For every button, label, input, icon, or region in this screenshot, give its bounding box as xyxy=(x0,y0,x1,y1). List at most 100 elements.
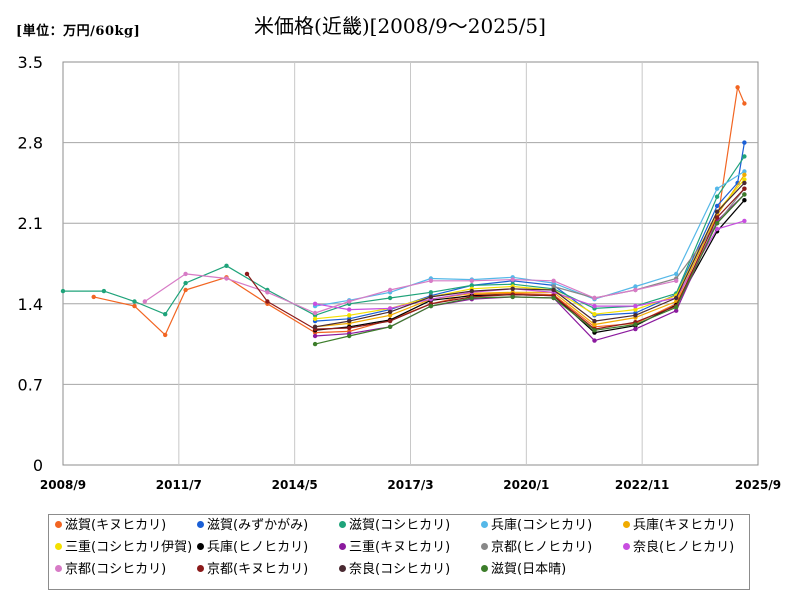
series-line xyxy=(246,188,745,330)
legend-item: 滋賀(みずかがみ) xyxy=(197,518,308,534)
data-point xyxy=(714,203,720,209)
data-point xyxy=(742,186,747,191)
data-point xyxy=(469,278,474,283)
data-point xyxy=(265,290,270,295)
data-point xyxy=(592,322,597,327)
data-point xyxy=(265,299,270,304)
data-point xyxy=(510,294,515,300)
data-point xyxy=(714,215,720,220)
data-point xyxy=(674,308,679,313)
series-line xyxy=(553,188,745,299)
y-tick-label: 2.8 xyxy=(18,134,43,153)
data-point xyxy=(742,169,747,174)
legend-marker xyxy=(623,543,630,550)
data-point xyxy=(312,316,318,321)
data-point xyxy=(592,312,597,317)
data-point xyxy=(714,186,720,191)
data-point xyxy=(163,332,168,338)
data-point xyxy=(91,294,96,300)
data-point xyxy=(742,192,747,197)
data-point xyxy=(633,307,638,312)
data-point xyxy=(312,333,318,339)
data-point xyxy=(674,305,679,310)
legend-marker xyxy=(55,543,62,550)
data-point xyxy=(742,180,747,186)
legend-item: 京都(ヒノヒカリ) xyxy=(481,540,592,556)
data-point xyxy=(633,287,638,293)
legend-item: 奈良(コシヒカリ) xyxy=(339,562,450,578)
x-tick-label: 2011/7 xyxy=(156,478,202,492)
x-tick-label: 2025/9 xyxy=(735,478,781,492)
data-point xyxy=(551,284,556,289)
data-point xyxy=(742,218,747,224)
data-point xyxy=(101,288,107,294)
legend-item: 滋賀(日本晴) xyxy=(481,562,566,578)
legend-item: 兵庫(コシヒカリ) xyxy=(481,518,592,534)
data-point xyxy=(714,209,720,214)
data-point xyxy=(387,287,393,293)
legend-label: 京都(キヌヒカリ) xyxy=(207,562,309,577)
unit-label: [単位：万円/60kg] xyxy=(16,24,141,39)
data-point xyxy=(633,303,638,309)
x-axis-ticks: 2008/9 2011/7 2014/5 2017/3 2020/1 2022/11 202… xyxy=(40,478,781,492)
data-point xyxy=(183,280,188,286)
data-point xyxy=(592,295,597,301)
legend-label: 兵庫(コシヒカリ) xyxy=(491,518,593,533)
legend-marker xyxy=(339,521,346,528)
legend-marker xyxy=(481,565,488,572)
data-point xyxy=(633,284,638,289)
legend-item: 三重(コシヒカリ伊賀) xyxy=(55,540,192,556)
legend-label: 滋賀(日本晴) xyxy=(491,562,567,577)
data-point xyxy=(183,271,188,277)
data-point xyxy=(592,303,597,309)
legend-label: 三重(コシヒカリ伊賀) xyxy=(65,540,193,555)
legend-label: 滋賀(キヌヒカリ) xyxy=(65,518,167,533)
legend-marker xyxy=(197,521,204,528)
data-point xyxy=(224,276,229,281)
legend-item: 京都(キヌヒカリ) xyxy=(197,562,308,578)
y-tick-label: 0.7 xyxy=(18,375,43,394)
legend-label: 三重(キヌヒカリ) xyxy=(349,540,451,555)
legend-marker xyxy=(55,521,62,528)
data-point xyxy=(742,198,747,203)
legend-marker xyxy=(197,565,204,572)
data-point xyxy=(633,322,638,327)
data-point xyxy=(551,295,556,301)
data-point xyxy=(387,313,393,318)
data-point xyxy=(347,333,352,339)
data-point xyxy=(163,312,168,317)
data-point xyxy=(742,101,747,106)
data-point xyxy=(674,278,679,283)
legend-item: 兵庫(キヌヒカリ) xyxy=(623,518,734,534)
y-tick-label: 0 xyxy=(33,456,43,475)
series-14 xyxy=(312,192,747,347)
data-point xyxy=(60,288,66,294)
data-point xyxy=(592,318,597,324)
data-point xyxy=(714,226,720,232)
legend-marker xyxy=(339,543,346,550)
data-point xyxy=(183,287,188,293)
data-point xyxy=(132,299,137,304)
series-line xyxy=(144,273,677,314)
data-point xyxy=(347,325,352,331)
x-tick-label: 2020/1 xyxy=(503,478,549,492)
data-point xyxy=(633,313,638,318)
data-point xyxy=(387,324,393,329)
legend-label: 奈良(コシヒカリ) xyxy=(349,562,451,577)
data-point xyxy=(428,278,434,283)
data-point xyxy=(592,328,597,333)
data-point xyxy=(714,221,720,226)
legend-item: 奈良(ヒノヒカリ) xyxy=(623,540,734,556)
legend-label: 滋賀(みずかがみ) xyxy=(207,518,309,533)
data-point xyxy=(674,295,679,301)
data-point xyxy=(312,310,318,316)
data-point xyxy=(469,288,474,294)
legend-item: 滋賀(キヌヒカリ) xyxy=(55,518,166,534)
series-line xyxy=(314,193,745,345)
legend-label: 滋賀(コシヒカリ) xyxy=(349,518,451,533)
legend-label: 奈良(ヒノヒカリ) xyxy=(633,540,735,555)
data-point xyxy=(742,177,747,182)
series-line xyxy=(315,179,745,320)
y-tick-label: 3.5 xyxy=(18,53,43,72)
data-point xyxy=(735,85,740,90)
